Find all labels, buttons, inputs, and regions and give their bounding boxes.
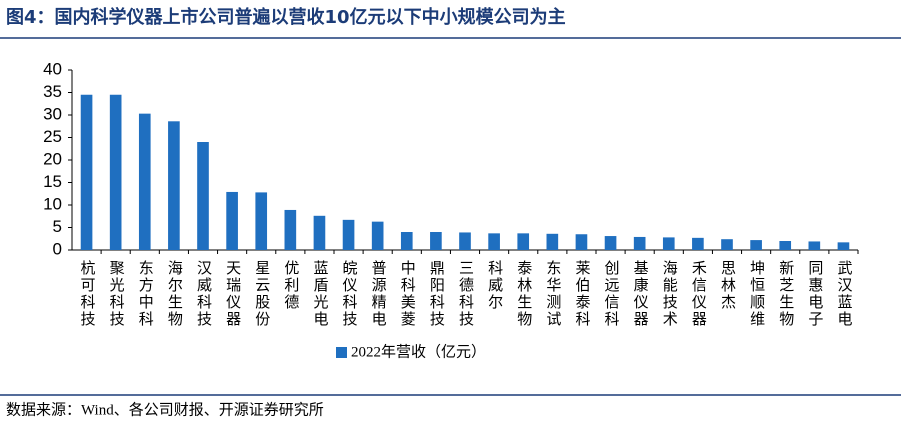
x-tick-label: 武汉蓝电 — [835, 260, 852, 328]
x-tick-label: 聚光科技 — [108, 260, 125, 328]
bar — [168, 121, 180, 250]
x-tick-label: 皖仪科技 — [341, 260, 358, 328]
bar — [313, 215, 326, 250]
bar — [604, 236, 617, 250]
x-tick-label: 泰林生物 — [515, 260, 532, 328]
bar — [197, 142, 209, 250]
bar — [721, 239, 733, 250]
y-tick-label: 20 — [43, 149, 62, 168]
bar — [488, 233, 500, 250]
y-tick-label: 25 — [43, 127, 62, 146]
bar — [109, 94, 122, 250]
bar — [255, 192, 268, 250]
y-tick-label: 40 — [43, 59, 62, 78]
bar — [575, 234, 588, 250]
bar — [750, 240, 762, 250]
x-tick-label: 天瑞仪器 — [224, 260, 241, 328]
bar — [546, 233, 559, 250]
x-tick-label: 同惠电子 — [806, 260, 823, 328]
bar — [138, 113, 151, 251]
chart-title: 图4：国内科学仪器上市公司普遍以营收10亿元以下中小规模公司为主 — [6, 6, 566, 28]
x-tick-label: 汉威科技 — [195, 260, 212, 328]
x-tick-label: 三德科技 — [457, 260, 474, 328]
x-tick-label: 禾信仪器 — [690, 260, 707, 328]
y-tick-label: 5 — [53, 217, 62, 236]
bar — [779, 241, 792, 250]
bar — [517, 233, 530, 250]
x-tick-label: 新芝生物 — [777, 260, 794, 328]
bar — [808, 241, 821, 250]
x-tick-label: 海能技术 — [661, 260, 678, 328]
source: 数据来源：Wind、各公司财报、开源证券研究所 — [6, 401, 324, 418]
y-tick-label: 35 — [43, 82, 62, 101]
bar — [692, 237, 704, 250]
x-tick-label: 坤恒顺维 — [748, 260, 765, 328]
x-tick-label: 思林杰 — [719, 260, 736, 311]
legend-label: 2022年营收（亿元） — [351, 343, 486, 360]
x-tick-label: 优利德 — [282, 260, 299, 311]
x-tick-label: 星云股份 — [253, 260, 270, 328]
x-tick-label: 东华测试 — [544, 260, 561, 328]
x-tick-label: 创远信科 — [603, 260, 620, 328]
bar — [400, 232, 413, 250]
x-tick-label: 普源精电 — [370, 260, 387, 328]
x-tick-label: 基康仪器 — [632, 260, 649, 328]
bar — [226, 191, 238, 250]
y-tick-label: 10 — [43, 194, 62, 213]
bar — [371, 221, 384, 250]
x-tick-label: 蓝盾光电 — [311, 260, 328, 328]
bar — [80, 94, 93, 250]
x-tick-label: 海尔生物 — [166, 260, 183, 328]
y-tick-label: 15 — [43, 172, 62, 191]
x-tick-label: 鼎阳科技 — [428, 260, 445, 328]
bar — [430, 232, 442, 250]
bar — [662, 237, 675, 250]
x-tick-label: 莱伯泰科 — [573, 260, 590, 328]
y-tick-label: 0 — [53, 239, 62, 258]
bar — [633, 236, 646, 250]
x-tick-label: 杭可科技 — [79, 260, 96, 328]
x-tick-label: 东方中科 — [137, 260, 154, 328]
y-tick-label: 30 — [43, 104, 62, 123]
x-tick-label: 科威尔 — [486, 260, 503, 311]
x-tick-label: 中科美菱 — [399, 260, 416, 328]
bar — [837, 242, 850, 250]
legend-swatch — [336, 347, 347, 358]
bar — [284, 209, 297, 250]
bar — [342, 219, 355, 250]
bar — [459, 232, 471, 250]
